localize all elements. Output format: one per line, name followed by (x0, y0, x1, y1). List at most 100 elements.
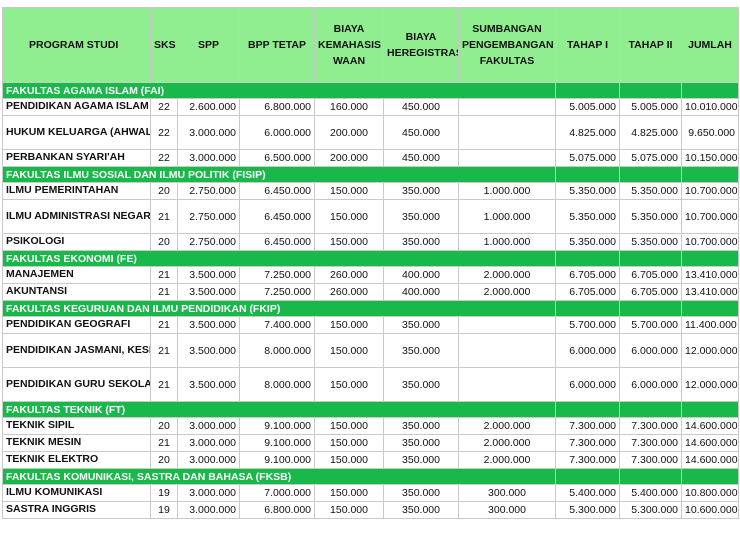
program-name: ILMU PEMERINTAHAN (2, 182, 151, 200)
program-name: TEKNIK SIPIL (2, 417, 151, 435)
faculty-header-cell (555, 250, 620, 267)
faculty-header-row: FAKULTAS AGAMA ISLAM (FAI) (2, 82, 739, 99)
cell-jumlah: 12.000.000 (681, 367, 739, 402)
cell-sumbangan: 2.000.000 (458, 283, 556, 301)
tuition-fee-table: PROGRAM STUDI SKS SPP BPP TETAP BIAYA KE… (2, 7, 739, 519)
faculty-header-cell (555, 468, 620, 485)
faculty-name: FAKULTAS KOMUNIKASI, SASTRA DAN BAHASA (… (2, 468, 556, 485)
faculty-header-cell (681, 166, 739, 183)
cell-tahap2: 7.300.000 (619, 417, 682, 435)
program-name: PENDIDIKAN GURU SEKOLAH DASAR (2, 367, 151, 402)
cell-sumbangan: 2.000.000 (458, 417, 556, 435)
cell-spp: 3.000.000 (177, 501, 240, 519)
cell-tahap1: 7.300.000 (555, 434, 620, 452)
cell-jumlah: 14.600.000 (681, 417, 739, 435)
program-name: ILMU KOMUNIKASI (2, 484, 151, 502)
cell-tahap1: 6.000.000 (555, 367, 620, 402)
table-row: TEKNIK SIPIL 20 3.000.000 9.100.000 150.000 3… (2, 417, 739, 435)
program-name: PENDIDIKAN GEOGRAFI (2, 316, 151, 334)
cell-bpp: 6.500.000 (239, 149, 315, 167)
cell-tahap2: 6.000.000 (619, 333, 682, 368)
faculty-header-cell (619, 250, 682, 267)
cell-jumlah: 10.700.000 (681, 182, 739, 200)
cell-sks: 20 (150, 417, 178, 435)
cell-bpp: 9.100.000 (239, 417, 315, 435)
cell-sks: 19 (150, 501, 178, 519)
cell-sks: 20 (150, 233, 178, 251)
cell-jumlah: 12.000.000 (681, 333, 739, 368)
faculty-header-cell (555, 166, 620, 183)
cell-jumlah: 14.600.000 (681, 434, 739, 452)
cell-tahap2: 5.300.000 (619, 501, 682, 519)
faculty-header-cell (681, 82, 739, 99)
faculty-header-cell (619, 82, 682, 99)
cell-spp: 3.500.000 (177, 316, 240, 334)
cell-jumlah: 10.800.000 (681, 484, 739, 502)
cell-jumlah: 10.700.000 (681, 199, 739, 234)
cell-bpp: 7.000.000 (239, 484, 315, 502)
faculty-name: FAKULTAS TEKNIK (FT) (2, 401, 556, 418)
cell-bpp: 7.250.000 (239, 283, 315, 301)
cell-sks: 21 (150, 283, 178, 301)
program-name: PSIKOLOGI (2, 233, 151, 251)
cell-tahap1: 6.000.000 (555, 333, 620, 368)
cell-heregistrasi: 350.000 (383, 501, 459, 519)
header-sumbangan: SUMBANGAN PENGEMBANGAN FAKULTAS (458, 7, 556, 83)
cell-spp: 2.750.000 (177, 182, 240, 200)
cell-bpp: 8.000.000 (239, 367, 315, 402)
header-heregistrasi: BIAYA HEREGISTRASI (383, 7, 459, 83)
cell-tahap1: 5.700.000 (555, 316, 620, 334)
table-row: PENDIDIKAN AGAMA ISLAM 22 2.600.000 6.800.0… (2, 98, 739, 116)
table-header-row: PROGRAM STUDI SKS SPP BPP TETAP BIAYA KE… (2, 7, 739, 83)
cell-kemahasiswaan: 150.000 (314, 233, 384, 251)
cell-jumlah: 14.600.000 (681, 451, 739, 469)
table-row: PENDIDIKAN GURU SEKOLAH DASAR213.500.000… (2, 367, 739, 402)
cell-kemahasiswaan: 150.000 (314, 434, 384, 452)
cell-kemahasiswaan: 200.000 (314, 115, 384, 150)
cell-tahap1: 5.300.000 (555, 501, 620, 519)
cell-bpp: 9.100.000 (239, 451, 315, 469)
cell-spp: 3.500.000 (177, 333, 240, 368)
cell-jumlah: 10.600.000 (681, 501, 739, 519)
program-name: SASTRA INGGRIS (2, 501, 151, 519)
cell-sumbangan: 1.000.000 (458, 199, 556, 234)
cell-heregistrasi: 350.000 (383, 367, 459, 402)
table-row: PERBANKAN SYARI'AH 22 3.000.000 6.500.000 20… (2, 149, 739, 167)
cell-tahap1: 5.350.000 (555, 182, 620, 200)
cell-sks: 21 (150, 367, 178, 402)
cell-tahap1: 7.300.000 (555, 417, 620, 435)
cell-kemahasiswaan: 150.000 (314, 199, 384, 234)
cell-jumlah: 10.150.000 (681, 149, 739, 167)
cell-sks: 22 (150, 98, 178, 116)
cell-kemahasiswaan: 200.000 (314, 149, 384, 167)
cell-heregistrasi: 350.000 (383, 333, 459, 368)
faculty-name: FAKULTAS ILMU SOSIAL DAN ILMU POLITIK (F… (2, 166, 556, 183)
cell-tahap1: 5.350.000 (555, 199, 620, 234)
cell-bpp: 7.250.000 (239, 266, 315, 284)
cell-spp: 3.000.000 (177, 484, 240, 502)
cell-tahap2: 6.000.000 (619, 367, 682, 402)
cell-sks: 22 (150, 149, 178, 167)
cell-tahap2: 5.400.000 (619, 484, 682, 502)
program-name: PENDIDIKAN JASMANI, KESEHATAN DAN REKREA… (2, 333, 151, 368)
cell-sumbangan: 1.000.000 (458, 233, 556, 251)
cell-heregistrasi: 450.000 (383, 149, 459, 167)
faculty-header-row: FAKULTAS EKONOMI (FE) (2, 250, 739, 267)
faculty-header-cell (681, 300, 739, 317)
faculty-name: FAKULTAS KEGURUAN DAN ILMU PENDIDIKAN (F… (2, 300, 556, 317)
cell-jumlah: 10.010.000 (681, 98, 739, 116)
cell-tahap1: 5.075.000 (555, 149, 620, 167)
cell-bpp: 6.450.000 (239, 199, 315, 234)
cell-bpp: 6.450.000 (239, 233, 315, 251)
table-row: TEKNIK MESIN 21 3.000.000 9.100.000 150.000 3… (2, 434, 739, 452)
cell-sumbangan (458, 98, 556, 116)
program-name: TEKNIK ELEKTRO (2, 451, 151, 469)
program-name: PERBANKAN SYARI'AH (2, 149, 151, 167)
cell-kemahasiswaan: 150.000 (314, 501, 384, 519)
cell-kemahasiswaan: 150.000 (314, 333, 384, 368)
cell-sks: 20 (150, 451, 178, 469)
cell-sks: 21 (150, 316, 178, 334)
cell-heregistrasi: 350.000 (383, 233, 459, 251)
cell-kemahasiswaan: 260.000 (314, 266, 384, 284)
cell-kemahasiswaan: 150.000 (314, 316, 384, 334)
